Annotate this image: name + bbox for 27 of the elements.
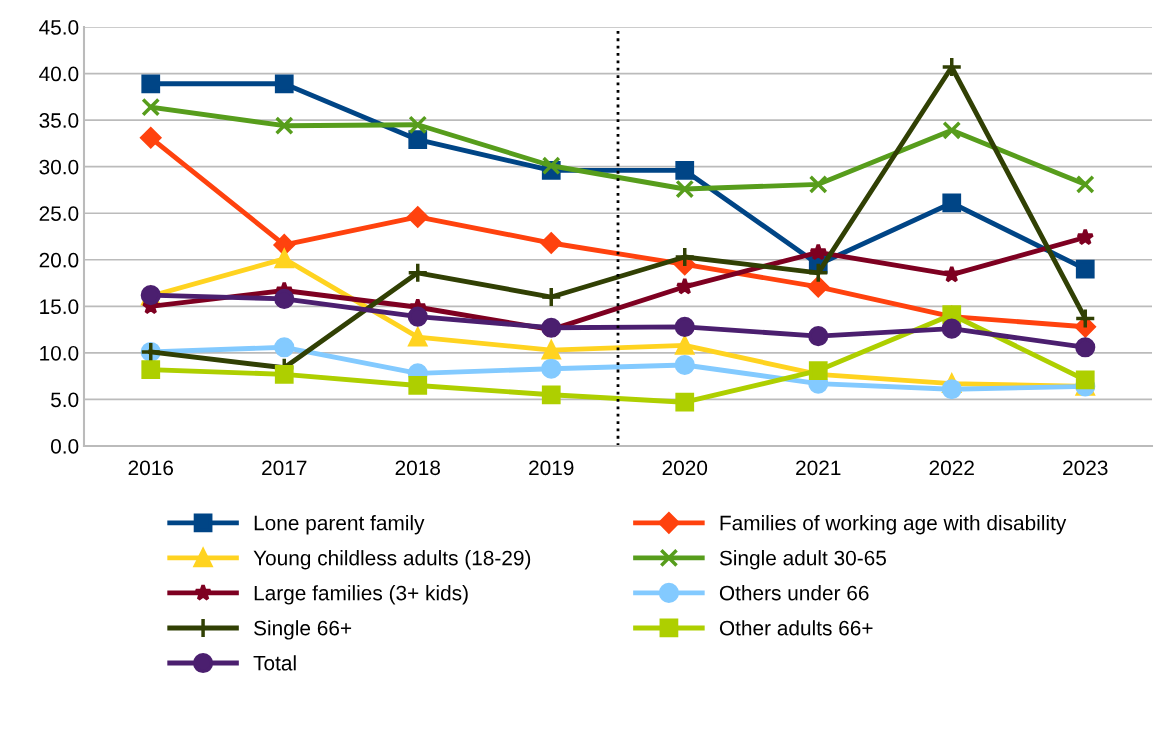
y-tick-label: 25.0 — [39, 206, 79, 221]
y-tick-label: 40.0 — [39, 66, 79, 82]
y-tick-label: 30.0 — [39, 159, 79, 175]
y-tick-label: 5.0 — [51, 392, 79, 408]
legend-label: Single adult 30-65 — [719, 550, 886, 570]
legend-label: Young childless adults (18-29) — [253, 550, 531, 570]
y-tick-label: 10.0 — [40, 345, 79, 361]
x-tick-label: 2016 — [128, 460, 174, 476]
legend-label: Total — [253, 655, 296, 671]
legend-label: Families of working age with disability — [720, 515, 1067, 535]
y-tick-label: 45.0 — [39, 20, 79, 35]
x-tick-label: 2021 — [796, 460, 841, 476]
legend-label: Other adults 66+ — [719, 620, 873, 636]
y-tick-label: 15.0 — [40, 299, 79, 315]
legend-label: Single 66+ — [254, 620, 352, 640]
x-tick-label: 2018 — [395, 460, 441, 476]
legend-label: Large families (3+ kids) — [254, 585, 468, 605]
x-tick-label: 2017 — [262, 460, 307, 476]
y-tick-label: 35.0 — [39, 113, 79, 128]
y-tick-label: 20.0 — [39, 252, 79, 268]
y-tick-label: 0.0 — [50, 439, 79, 454]
x-tick-label: 2020 — [662, 460, 708, 476]
x-tick-label: 2019 — [529, 460, 574, 476]
x-tick-label: 2023 — [1063, 460, 1108, 476]
legend-label: Others under 66 — [719, 585, 869, 601]
x-tick-label: 2022 — [929, 460, 974, 476]
legend-label: Lone parent family — [254, 515, 425, 535]
